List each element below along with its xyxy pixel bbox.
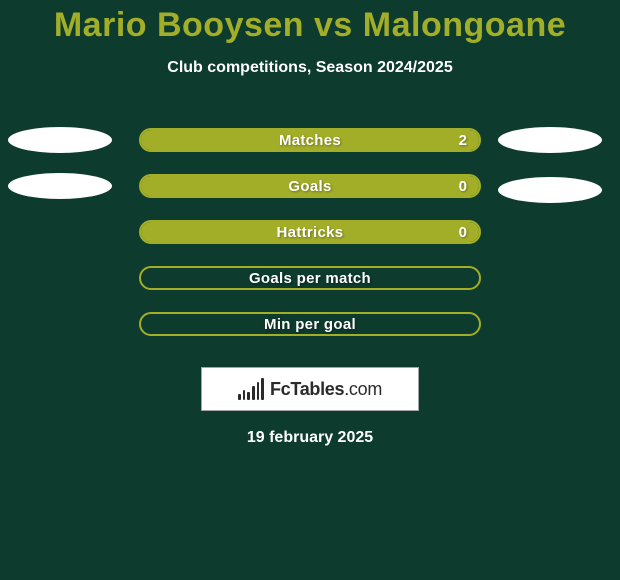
right-ellipse-marker [498, 177, 602, 203]
stat-label: Hattricks [277, 224, 344, 241]
logo-text-thin: .com [344, 379, 382, 399]
stat-bar: Min per goal [139, 312, 481, 336]
stat-label: Matches [279, 132, 341, 149]
comparison-chart: Matches 2 Goals 0 Hattricks 0 Goals per match M… [0, 117, 620, 347]
stat-label: Goals [288, 178, 331, 195]
stat-row: Matches 2 [0, 117, 620, 163]
infographic-root: Mario Booysen vs Malongoane Club competi… [0, 0, 620, 580]
stat-value: 2 [459, 132, 467, 149]
stat-label: Goals per match [249, 270, 371, 287]
stat-value: 0 [459, 178, 467, 195]
logo-text-bold: FcTables [270, 379, 344, 399]
left-ellipse-marker [8, 173, 112, 199]
logo-text: FcTables.com [270, 379, 382, 400]
date-text: 19 february 2025 [0, 429, 620, 447]
right-ellipse-marker [498, 127, 602, 153]
stat-label: Min per goal [264, 316, 356, 333]
stat-bar: Hattricks 0 [139, 220, 481, 244]
stat-bar: Matches 2 [139, 128, 481, 152]
brand-logo: FcTables.com [201, 367, 419, 411]
stat-row: Goals 0 [0, 163, 620, 209]
logo-bars-icon [238, 378, 264, 400]
left-ellipse-marker [8, 127, 112, 153]
subtitle: Club competitions, Season 2024/2025 [0, 59, 620, 77]
stat-row: Goals per match [0, 255, 620, 301]
stat-bar: Goals per match [139, 266, 481, 290]
stat-row: Min per goal [0, 301, 620, 347]
page-title: Mario Booysen vs Malongoane [0, 0, 620, 45]
stat-bar: Goals 0 [139, 174, 481, 198]
stat-value: 0 [459, 224, 467, 241]
stat-row: Hattricks 0 [0, 209, 620, 255]
